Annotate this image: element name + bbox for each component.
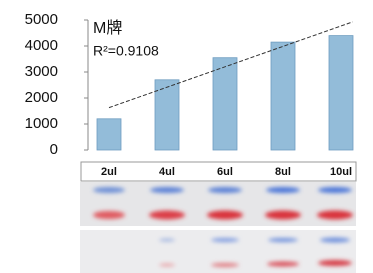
bar xyxy=(155,80,179,150)
annotation: R²=0.9108 xyxy=(93,43,159,59)
gel-image xyxy=(80,182,356,273)
y-tick-label: 0 xyxy=(50,141,58,158)
chart-title: M牌 xyxy=(93,19,122,37)
x-tick-label: 6ul xyxy=(217,166,233,178)
chart: M牌 R²=0.9108 0 1000 2000 3000 4000 5000 2ul 4ul… xyxy=(0,0,373,273)
x-tick-label: 10ul xyxy=(330,166,352,178)
y-tick-label: 1000 xyxy=(25,115,58,132)
x-tick-label: 8ul xyxy=(275,166,291,178)
y-tick-label: 4000 xyxy=(25,37,58,54)
bar xyxy=(213,58,237,150)
bar xyxy=(271,42,295,150)
y-tick-label: 2000 xyxy=(25,89,58,106)
x-tick-label: 2ul xyxy=(101,166,117,178)
bar xyxy=(97,119,121,150)
y-tick-label: 3000 xyxy=(25,63,58,80)
y-tick-label: 5000 xyxy=(25,11,58,28)
x-tick-label: 4ul xyxy=(159,166,175,178)
bar xyxy=(329,36,353,150)
